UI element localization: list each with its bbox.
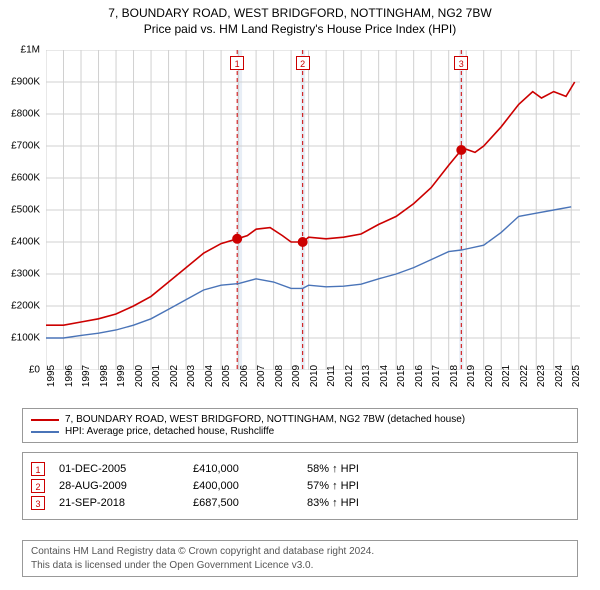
plot-background (46, 50, 580, 370)
sales-row: 3 21-SEP-2018 £687,500 83% ↑ HPI (31, 496, 569, 510)
x-tick-label: 2017 (431, 365, 442, 387)
x-tick-label: 2025 (571, 365, 582, 387)
chart-area: £0£100K£200K£300K£400K£500K£600K£700K£80… (46, 50, 580, 370)
x-tick-label: 1999 (116, 365, 127, 387)
legend: 7, BOUNDARY ROAD, WEST BRIDGFORD, NOTTIN… (22, 408, 578, 443)
x-tick-label: 1996 (64, 365, 75, 387)
x-tick-label: 2003 (186, 365, 197, 387)
x-tick-label: 2013 (361, 365, 372, 387)
legend-item: HPI: Average price, detached house, Rush… (31, 426, 569, 437)
legend-swatch (31, 431, 59, 433)
sale-pct-hpi: 83% ↑ HPI (307, 497, 427, 509)
x-tick-label: 2021 (501, 365, 512, 387)
x-tick-label: 2012 (344, 365, 355, 387)
x-tick-label: 2006 (239, 365, 250, 387)
y-tick-label: £900K (0, 77, 40, 88)
y-tick-label: £400K (0, 237, 40, 248)
sale-date: 28-AUG-2009 (59, 480, 179, 492)
sales-table: 1 01-DEC-2005 £410,000 58% ↑ HPI 2 28-AU… (22, 452, 578, 520)
legend-item: 7, BOUNDARY ROAD, WEST BRIDGFORD, NOTTIN… (31, 414, 569, 425)
y-tick-label: £300K (0, 269, 40, 280)
y-tick-label: £100K (0, 333, 40, 344)
y-tick-label: £500K (0, 205, 40, 216)
attribution-footer: Contains HM Land Registry data © Crown c… (22, 540, 578, 577)
x-tick-label: 2004 (204, 365, 215, 387)
x-tick-label: 2011 (326, 365, 337, 387)
x-tick-label: 2023 (536, 365, 547, 387)
x-tick-label: 2007 (256, 365, 267, 387)
sale-date: 01-DEC-2005 (59, 463, 179, 475)
sale-marker-icon: 1 (31, 462, 45, 476)
x-tick-label: 2024 (554, 365, 565, 387)
x-tick-label: 1998 (99, 365, 110, 387)
x-tick-label: 1997 (81, 365, 92, 387)
x-tick-label: 2014 (379, 365, 390, 387)
footer-line: Contains HM Land Registry data © Crown c… (31, 545, 569, 559)
legend-label: HPI: Average price, detached house, Rush… (65, 426, 274, 437)
sale-marker-icon: 2 (31, 479, 45, 493)
x-tick-label: 2020 (484, 365, 495, 387)
x-tick-label: 2005 (221, 365, 232, 387)
x-tick-label: 2019 (466, 365, 477, 387)
x-tick-label: 2001 (151, 365, 162, 387)
sale-price: £400,000 (193, 480, 293, 492)
x-tick-label: 1995 (46, 365, 57, 387)
sales-row: 1 01-DEC-2005 £410,000 58% ↑ HPI (31, 462, 569, 476)
y-tick-label: £200K (0, 301, 40, 312)
y-tick-label: £600K (0, 173, 40, 184)
sale-pct-hpi: 58% ↑ HPI (307, 463, 427, 475)
footer-line: This data is licensed under the Open Gov… (31, 559, 569, 573)
legend-swatch (31, 419, 59, 421)
title-block: 7, BOUNDARY ROAD, WEST BRIDGFORD, NOTTIN… (0, 0, 600, 38)
title-address: 7, BOUNDARY ROAD, WEST BRIDGFORD, NOTTIN… (10, 6, 590, 20)
chart-container: 7, BOUNDARY ROAD, WEST BRIDGFORD, NOTTIN… (0, 0, 600, 590)
y-tick-label: £0 (0, 365, 40, 376)
chart-marker-label: 1 (230, 56, 244, 70)
chart-svg (46, 50, 580, 370)
x-tick-label: 2016 (414, 365, 425, 387)
x-tick-label: 2010 (309, 365, 320, 387)
sale-price: £410,000 (193, 463, 293, 475)
x-tick-label: 2015 (396, 365, 407, 387)
sales-row: 2 28-AUG-2009 £400,000 57% ↑ HPI (31, 479, 569, 493)
x-tick-label: 2009 (291, 365, 302, 387)
x-tick-label: 2002 (169, 365, 180, 387)
x-tick-label: 2018 (449, 365, 460, 387)
x-tick-label: 2000 (134, 365, 145, 387)
title-subtitle: Price paid vs. HM Land Registry's House … (10, 22, 590, 36)
sale-price: £687,500 (193, 497, 293, 509)
x-tick-label: 2022 (519, 365, 530, 387)
y-tick-label: £1M (0, 45, 40, 56)
x-tick-label: 2008 (274, 365, 285, 387)
chart-marker-label: 3 (454, 56, 468, 70)
chart-marker-label: 2 (296, 56, 310, 70)
sale-marker-icon: 3 (31, 496, 45, 510)
sale-pct-hpi: 57% ↑ HPI (307, 480, 427, 492)
y-tick-label: £800K (0, 109, 40, 120)
y-tick-label: £700K (0, 141, 40, 152)
legend-label: 7, BOUNDARY ROAD, WEST BRIDGFORD, NOTTIN… (65, 414, 465, 425)
sale-date: 21-SEP-2018 (59, 497, 179, 509)
